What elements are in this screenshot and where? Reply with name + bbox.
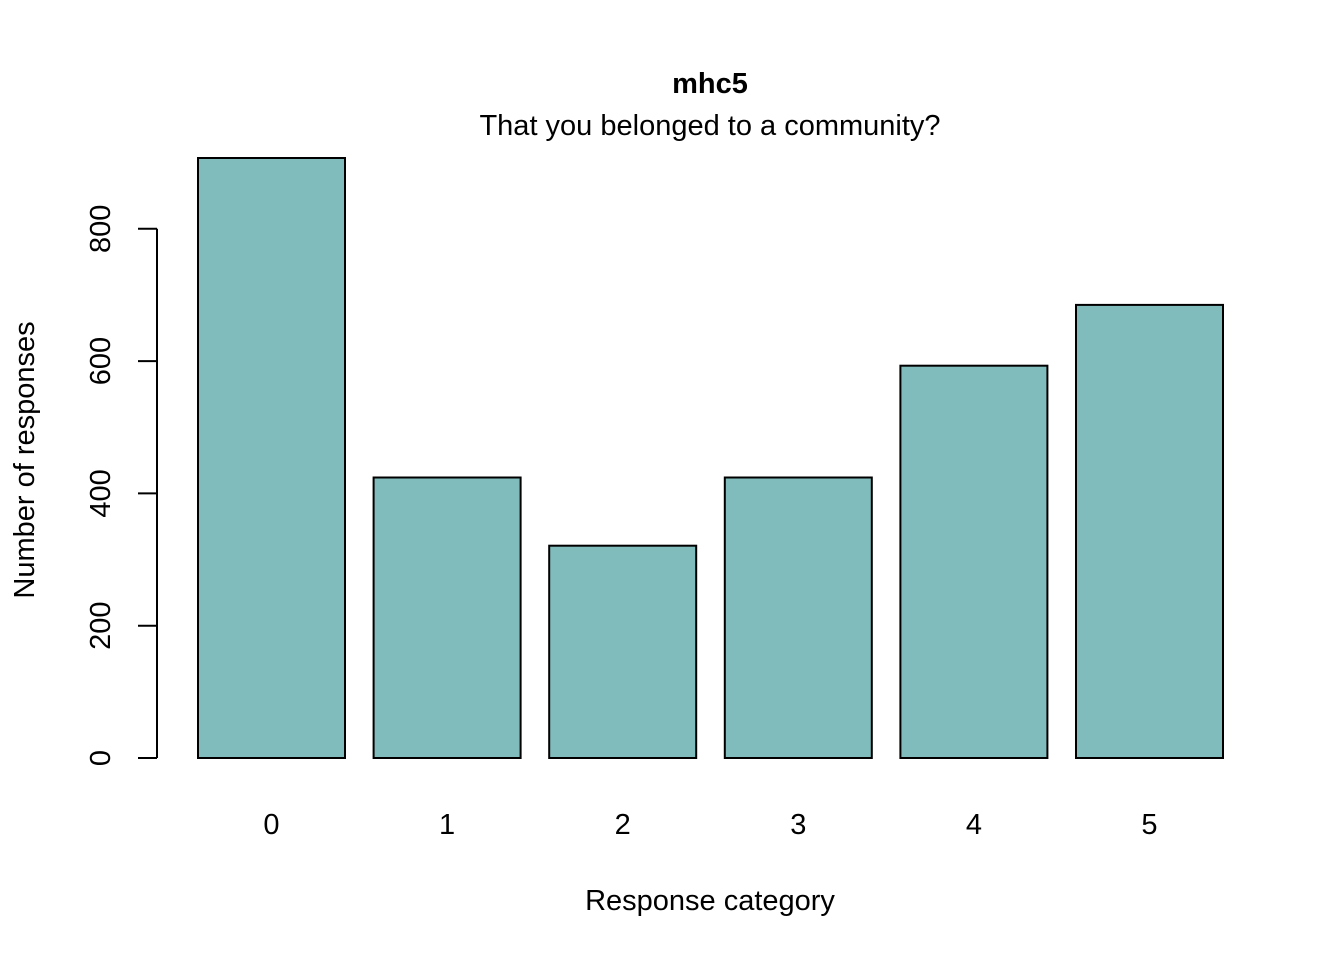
x-tick-label: 5 (1141, 809, 1157, 841)
bars-group (197, 157, 1224, 760)
chart-title: mhc5 (672, 68, 748, 100)
y-axis: 0 200 400 600 800 (85, 205, 158, 766)
x-tick-label: 2 (615, 809, 631, 841)
y-tick-label: 400 (85, 469, 117, 517)
y-tick-label: 600 (85, 337, 117, 385)
y-tick-label: 0 (85, 750, 117, 766)
x-axis-label: Response category (585, 885, 835, 917)
bar-5 (1075, 303, 1224, 759)
bar-2 (548, 544, 698, 760)
bar-0 (197, 157, 346, 759)
x-tick-label: 0 (263, 809, 279, 841)
bar-1 (372, 476, 522, 759)
x-tick-label: 4 (966, 809, 982, 841)
bar-3 (723, 476, 873, 759)
y-tick-label: 200 (85, 602, 117, 650)
x-tick-label: 1 (439, 809, 455, 841)
bar-4 (899, 364, 1049, 759)
x-tick-label: 3 (790, 809, 806, 841)
y-tick-label: 800 (85, 205, 117, 253)
x-tick-labels: 0 1 2 3 4 5 (263, 809, 1157, 841)
y-axis-label: Number of responses (9, 321, 41, 598)
chart-subtitle: That you belonged to a community? (479, 110, 940, 142)
